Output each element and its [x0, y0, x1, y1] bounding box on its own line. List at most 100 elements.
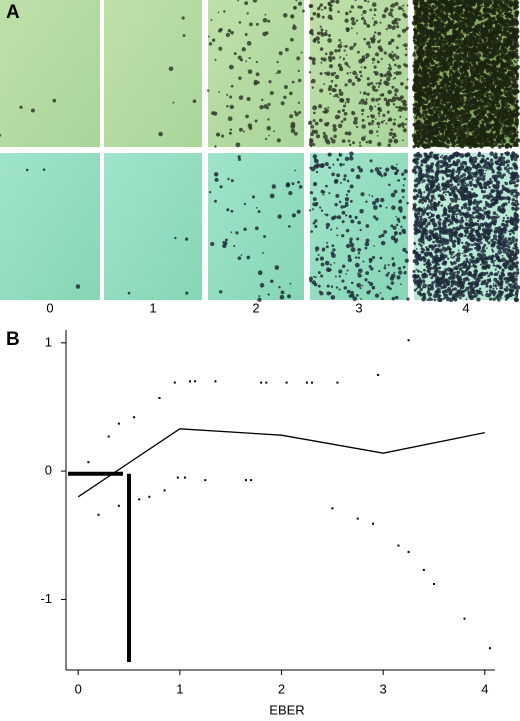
stained-cell — [461, 10, 464, 13]
stained-cell — [514, 131, 517, 135]
stained-cell — [439, 60, 444, 66]
stained-cell — [401, 228, 406, 233]
stained-cell — [445, 78, 449, 82]
stained-cell — [427, 8, 429, 10]
stained-cell — [454, 127, 458, 131]
stained-cell — [296, 56, 301, 61]
stained-cell — [443, 117, 448, 121]
stained-cell — [233, 244, 236, 247]
stained-cell — [441, 26, 444, 30]
stained-cell — [360, 57, 365, 63]
stained-cell — [355, 19, 359, 22]
stained-cell — [342, 104, 347, 108]
stained-cell — [501, 14, 504, 17]
stained-cell — [330, 1, 333, 4]
stained-cell — [330, 79, 334, 83]
stained-cell — [399, 95, 404, 100]
stained-cell — [394, 1, 399, 6]
stained-cell — [446, 41, 449, 44]
stained-cell — [267, 19, 271, 23]
stained-cell — [442, 37, 446, 41]
stained-cell — [398, 18, 401, 21]
stained-cell — [461, 77, 464, 80]
stained-cell — [468, 60, 471, 63]
stained-cell — [470, 56, 475, 62]
stained-cell — [326, 241, 329, 244]
stained-cell — [436, 18, 439, 21]
stained-cell — [277, 214, 282, 219]
stained-cell — [441, 118, 445, 122]
stained-cell — [345, 54, 348, 56]
stained-cell — [374, 105, 377, 108]
stained-cell — [316, 12, 320, 16]
stained-cell — [485, 83, 490, 88]
stained-cell — [354, 0, 357, 2]
stained-cell — [506, 34, 510, 38]
stained-cell — [405, 250, 409, 254]
stained-cell — [512, 113, 517, 118]
stained-cell — [504, 11, 510, 17]
stained-cell — [243, 202, 247, 206]
stained-cell — [314, 276, 317, 279]
stained-cell — [266, 125, 271, 131]
stained-cell — [330, 228, 333, 231]
stained-cell — [513, 97, 517, 101]
stained-cell — [371, 255, 376, 260]
stained-cell — [444, 73, 447, 76]
stained-cell — [368, 106, 374, 111]
stained-cell — [218, 46, 223, 51]
stained-cell — [439, 75, 443, 79]
stained-cell — [415, 248, 418, 250]
stained-cell — [402, 9, 405, 12]
stained-cell — [488, 297, 493, 301]
stained-cell — [246, 41, 252, 46]
stained-cell — [421, 76, 426, 81]
stained-cell — [350, 290, 354, 295]
stained-cell — [423, 66, 428, 71]
stained-cell — [365, 41, 371, 46]
stained-cell — [456, 54, 459, 57]
stained-cell — [214, 145, 217, 148]
stained-cell — [364, 241, 370, 247]
stained-cell — [503, 42, 507, 47]
stained-cell — [397, 71, 402, 75]
stained-cell — [394, 88, 399, 93]
stained-cell — [392, 21, 395, 25]
stained-cell — [459, 61, 462, 64]
stained-cell — [474, 27, 479, 33]
stained-cell — [366, 290, 371, 295]
stained-cell — [376, 60, 380, 64]
stained-cell — [255, 72, 260, 77]
stained-cell — [435, 74, 438, 78]
stained-cell — [462, 124, 467, 130]
stained-cell — [319, 3, 324, 7]
stained-cell — [325, 184, 328, 188]
stained-cell — [483, 111, 487, 115]
stained-cell — [323, 83, 326, 86]
stained-cell — [324, 213, 326, 216]
stained-cell — [313, 129, 319, 135]
stained-cell — [315, 250, 318, 252]
stained-cell — [363, 66, 367, 69]
stained-cell — [509, 72, 512, 76]
stained-cell — [352, 120, 358, 125]
stained-cell — [482, 128, 486, 132]
stained-cell — [372, 215, 377, 219]
stained-cell — [388, 63, 391, 66]
stained-cell — [476, 219, 480, 223]
stained-cell — [363, 91, 367, 95]
stained-cell — [434, 111, 439, 116]
stained-cell — [358, 168, 364, 173]
stained-cell — [436, 98, 442, 103]
stained-cell — [345, 214, 348, 217]
stained-cell — [267, 293, 270, 296]
stained-cell — [381, 93, 385, 96]
stained-cell — [501, 130, 503, 133]
stained-cell — [511, 120, 514, 123]
stained-cell — [337, 49, 341, 53]
stained-cell — [355, 174, 361, 180]
stained-cell — [510, 8, 513, 12]
stained-cell — [362, 9, 367, 15]
stained-cell — [221, 134, 225, 138]
stained-cell — [437, 270, 442, 274]
